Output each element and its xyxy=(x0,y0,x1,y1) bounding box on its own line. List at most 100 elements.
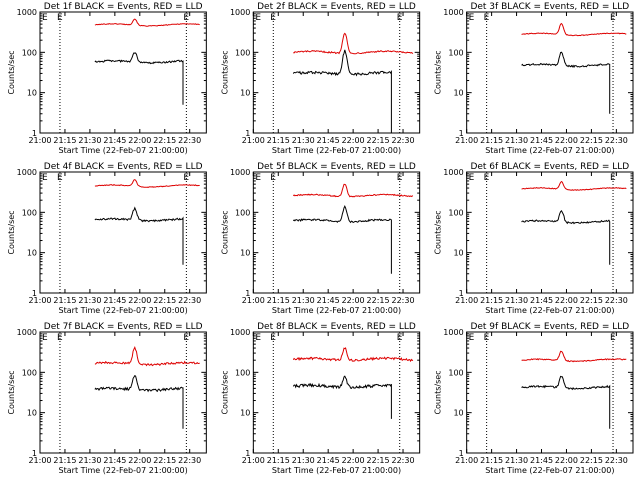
x-tick-label: 21:15 xyxy=(480,456,503,465)
x-tick-label: 21:30 xyxy=(292,456,315,465)
x-tick-label: 22:00 xyxy=(342,296,365,305)
x-tick-label: 22:15 xyxy=(580,456,603,465)
x-tick-label: 22:00 xyxy=(342,136,365,145)
event-marker-label: E xyxy=(484,13,490,23)
y-tick-label: 1000 xyxy=(230,168,250,177)
x-axis-label: Start Time (22-Feb-07 21:00:00) xyxy=(59,146,188,155)
x-tick-label: 21:15 xyxy=(267,456,290,465)
event-marker-label: E xyxy=(42,333,48,343)
x-tick-label: 21:00 xyxy=(242,296,265,305)
y-tick-label: 1000 xyxy=(17,8,37,17)
plot-frame xyxy=(466,11,634,134)
y-axis-label: Counts/sec xyxy=(434,50,443,94)
x-tick-label: 21:00 xyxy=(28,296,51,305)
panel-title: Det 9f BLACK = Events, RED = LLD xyxy=(470,322,629,332)
x-tick-label: 22:00 xyxy=(128,456,151,465)
x-tick-label: 22:30 xyxy=(392,296,415,305)
event-marker-label: E xyxy=(183,173,189,183)
lld-series-line xyxy=(94,179,200,188)
event-marker-label: E xyxy=(270,13,276,23)
x-tick-label: 21:15 xyxy=(53,296,76,305)
plot-frame xyxy=(466,331,634,454)
x-tick-label: 21:30 xyxy=(505,296,528,305)
x-tick-label: 22:00 xyxy=(342,456,365,465)
panel-title: Det 6f BLACK = Events, RED = LLD xyxy=(470,162,629,172)
plot-frame xyxy=(252,171,421,294)
events-series-line xyxy=(521,209,611,265)
x-tick-label: 22:15 xyxy=(153,136,176,145)
x-tick-label: 22:00 xyxy=(128,136,151,145)
y-tick-label: 1 xyxy=(245,449,250,458)
x-tick-label: 21:00 xyxy=(455,296,478,305)
panel-title: Det 8f BLACK = Events, RED = LLD xyxy=(257,322,416,332)
event-marker-label: E xyxy=(484,173,490,183)
panel-title: Det 7f BLACK = Events, RED = LLD xyxy=(44,322,203,332)
y-axis-label: Counts/sec xyxy=(7,370,16,414)
y-tick-label: 100 xyxy=(22,48,37,57)
x-tick-label: 21:45 xyxy=(103,456,126,465)
y-tick-label: 100 xyxy=(235,48,250,57)
y-axis-label: Counts/sec xyxy=(220,210,229,254)
x-tick-label: 21:45 xyxy=(103,136,126,145)
x-tick-label: 22:15 xyxy=(367,296,390,305)
x-tick-label: 21:30 xyxy=(292,296,315,305)
x-tick-label: 21:15 xyxy=(480,296,503,305)
x-tick-label: 21:45 xyxy=(530,456,553,465)
event-marker-label: E xyxy=(57,333,63,343)
x-tick-label: 22:30 xyxy=(178,296,201,305)
x-tick-label: 21:45 xyxy=(530,296,553,305)
x-tick-label: 22:30 xyxy=(605,456,628,465)
x-tick-label: 21:15 xyxy=(53,136,76,145)
events-series-line xyxy=(94,375,184,429)
y-tick-label: 10 xyxy=(27,89,37,98)
y-tick-label: 1 xyxy=(245,129,250,138)
x-tick-label: 21:15 xyxy=(480,136,503,145)
y-tick-label: 1000 xyxy=(443,328,463,337)
x-tick-label: 22:15 xyxy=(153,456,176,465)
x-tick-label: 21:00 xyxy=(28,136,51,145)
y-tick-label: 10 xyxy=(240,89,250,98)
events-series-line xyxy=(521,375,611,429)
event-marker-label: E xyxy=(397,173,403,183)
events-series-line xyxy=(94,206,184,265)
x-tick-label: 21:30 xyxy=(78,296,101,305)
x-tick-label: 21:45 xyxy=(317,296,340,305)
event-marker-label: E xyxy=(469,13,475,23)
y-tick-label: 100 xyxy=(448,208,463,217)
x-tick-label: 22:15 xyxy=(580,296,603,305)
event-marker-label: E xyxy=(397,333,403,343)
y-axis-label: Counts/sec xyxy=(7,210,16,254)
x-axis-label: Start Time (22-Feb-07 21:00:00) xyxy=(59,466,188,475)
x-tick-label: 22:30 xyxy=(392,136,415,145)
y-tick-label: 1 xyxy=(32,289,37,298)
lld-series-line xyxy=(292,183,414,198)
x-tick-label: 21:00 xyxy=(455,456,478,465)
y-tick-label: 1000 xyxy=(443,8,463,17)
event-marker-label: E xyxy=(42,173,48,183)
event-marker-label: E xyxy=(57,13,63,23)
y-tick-label: 1 xyxy=(459,129,464,138)
event-marker-label: E xyxy=(610,333,616,343)
x-tick-label: 22:30 xyxy=(605,136,628,145)
events-series-line xyxy=(292,49,392,133)
y-tick-label: 1000 xyxy=(17,328,37,337)
y-tick-label: 100 xyxy=(448,368,463,377)
lld-series-line xyxy=(521,180,627,191)
y-tick-label: 10 xyxy=(27,409,37,418)
panel-title: Det 5f BLACK = Events, RED = LLD xyxy=(257,162,416,172)
event-marker-label: E xyxy=(255,13,261,23)
y-tick-label: 1 xyxy=(459,449,464,458)
x-tick-label: 22:30 xyxy=(178,456,201,465)
lld-series-line xyxy=(293,32,414,55)
events-series-line xyxy=(292,204,392,274)
plot-frame xyxy=(252,11,421,134)
x-axis-label: Start Time (22-Feb-07 21:00:00) xyxy=(59,306,188,315)
